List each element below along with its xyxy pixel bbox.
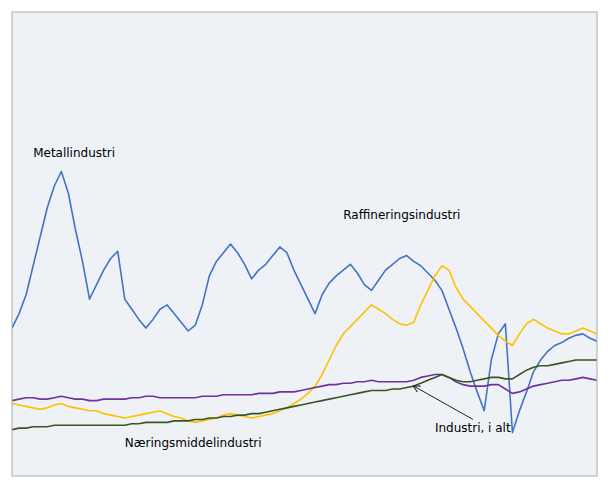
series-line [12, 266, 597, 423]
plot-frame [12, 12, 597, 476]
annotation-arrow [414, 386, 473, 419]
series-line [12, 360, 597, 430]
lines [12, 172, 597, 433]
annotation: Industri, i alt [435, 421, 511, 435]
annotation: Raffineringsindustri [343, 208, 460, 222]
annotation: Næringsmiddelindustri [125, 436, 262, 450]
chart: Raffineringsindustri Metallindustri Næring… [0, 0, 609, 488]
annotation: Metallindustri [33, 146, 115, 160]
series-line [12, 172, 597, 433]
plot-area [12, 12, 597, 476]
